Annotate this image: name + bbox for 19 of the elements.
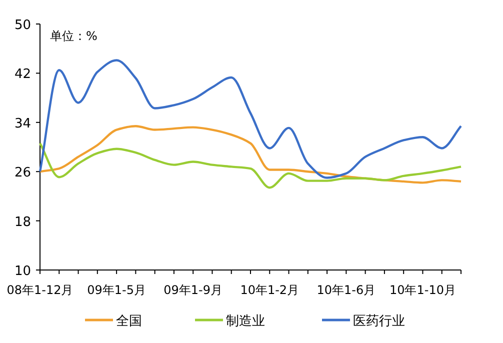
y-tick-label: 26 xyxy=(14,166,31,181)
annotation: 单位：% xyxy=(50,29,98,43)
x-tick-label: 09年1-9月 xyxy=(164,283,223,297)
y-tick-label: 34 xyxy=(14,116,31,132)
x-tick-label: 10年1-2月 xyxy=(240,283,300,297)
legend-label: 制造业 xyxy=(226,314,265,329)
line-series xyxy=(38,59,462,179)
line-series xyxy=(38,142,462,189)
x-tick-label: 08年1-12月 xyxy=(6,283,74,297)
legend-label: 医药行业 xyxy=(353,314,405,329)
line-series xyxy=(38,124,462,184)
y-tick-label: 10 xyxy=(14,264,31,279)
y-tick-label: 50 xyxy=(14,18,31,33)
y-tick-label: 42 xyxy=(14,67,31,82)
x-tick-label: 09年1-5月 xyxy=(87,283,146,297)
x-tick-label: 10年1-10月 xyxy=(389,283,456,297)
legend-label: 全国 xyxy=(116,314,142,329)
x-tick-label: 10年1-6月 xyxy=(316,283,376,297)
y-tick-label: 18 xyxy=(14,214,31,230)
